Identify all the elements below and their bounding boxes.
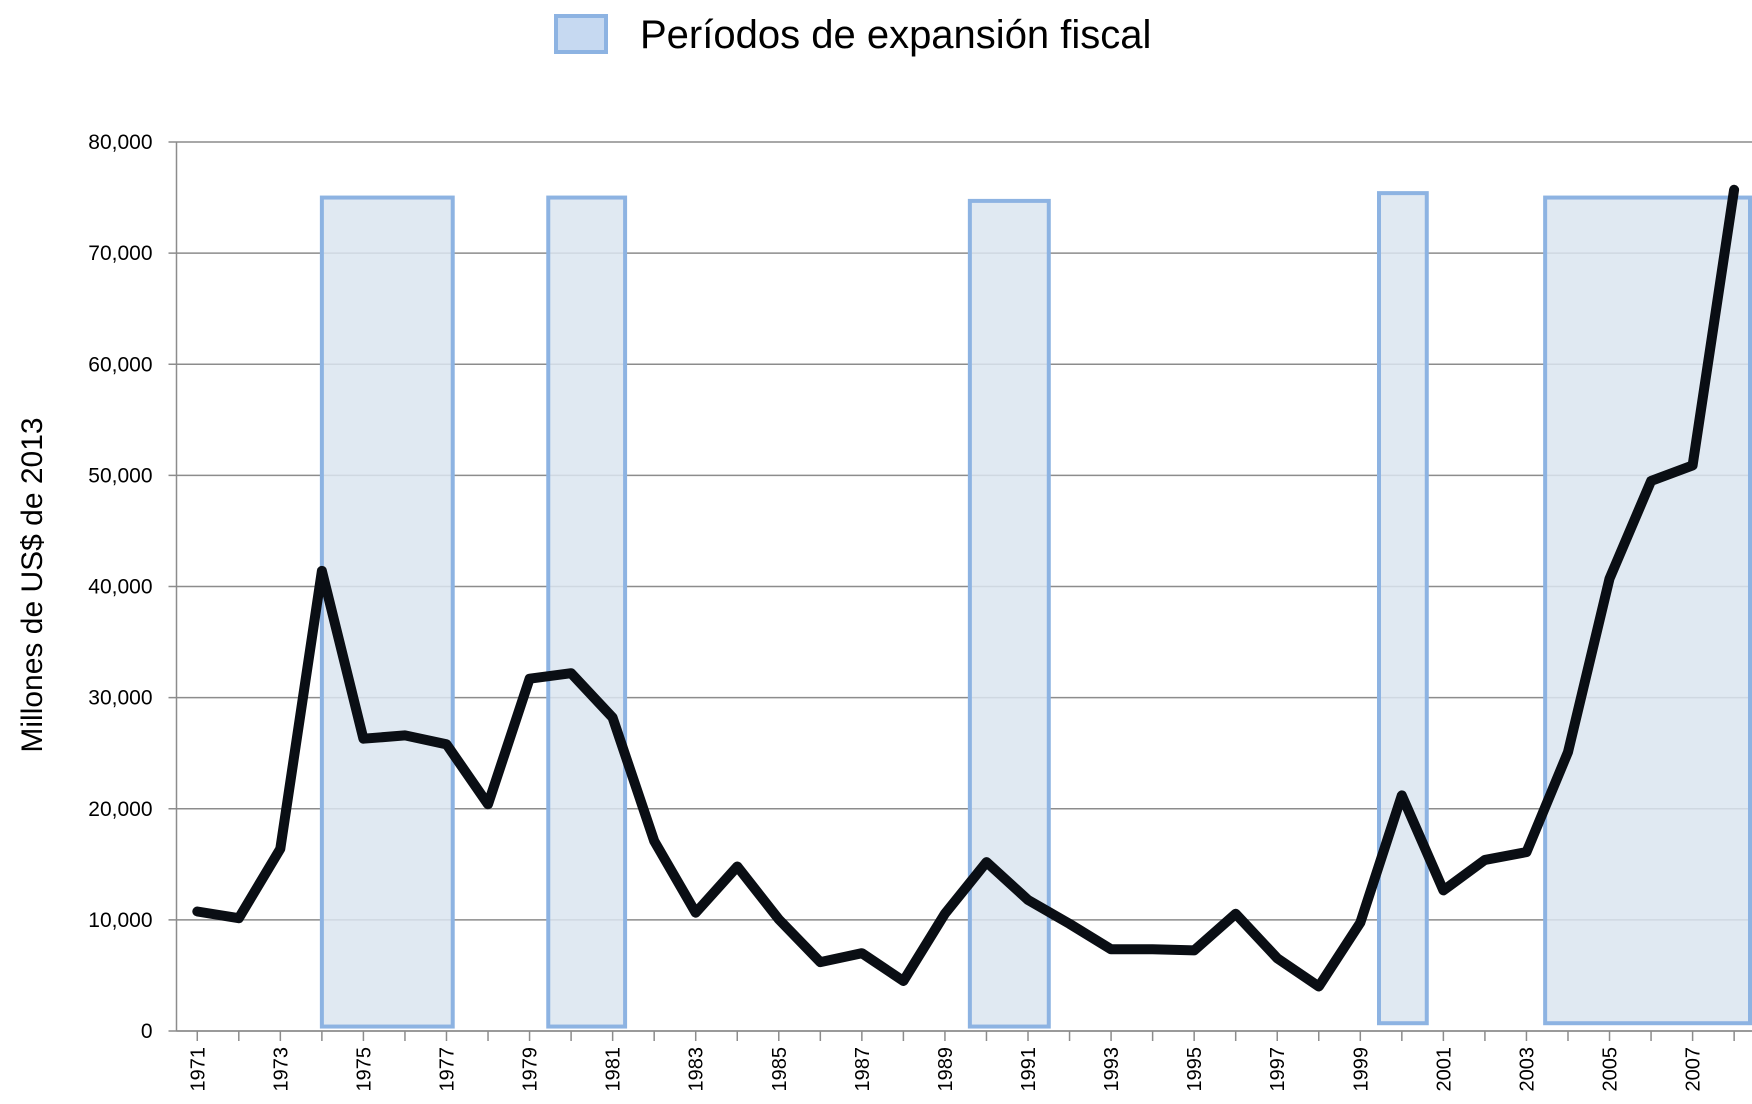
y-tick-label: 20,000	[88, 798, 152, 821]
x-tick-label: 1989	[935, 1047, 957, 1092]
y-tick-label: 80,000	[88, 131, 152, 154]
x-tick-label: 2003	[1516, 1047, 1538, 1092]
x-tick-label: 1999	[1350, 1047, 1372, 1092]
y-tick-label: 10,000	[88, 909, 152, 932]
x-tick-label: 2005	[1600, 1047, 1622, 1092]
x-tick-label: 1979	[520, 1047, 542, 1092]
expansion-period	[319, 195, 455, 1029]
x-tick-label: 2001	[1433, 1047, 1455, 1092]
x-tick-label: 1973	[270, 1047, 292, 1092]
y-axis-label: Millones de US$ de 2013	[16, 417, 49, 752]
legend-label: Períodos de expansión fiscal	[640, 13, 1151, 57]
x-tick-label: 1987	[852, 1047, 874, 1092]
x-tick-label: 1983	[686, 1047, 708, 1092]
y-tick-label: 0	[141, 1020, 153, 1043]
x-tick-label: 1997	[1267, 1047, 1289, 1092]
x-tick-label: 1975	[353, 1047, 375, 1092]
expansion-period	[1376, 191, 1429, 1026]
y-tick-label: 50,000	[88, 464, 152, 487]
y-tick-label: 60,000	[88, 353, 152, 376]
expansion-period	[546, 195, 628, 1029]
data-line	[192, 184, 1740, 992]
x-tick-label: 2007	[1683, 1047, 1705, 1092]
x-tick-label: 1991	[1018, 1047, 1040, 1092]
x-tick-label: 1993	[1101, 1047, 1123, 1092]
y-tick-label: 40,000	[88, 576, 152, 599]
y-tick-label: 70,000	[88, 242, 152, 265]
x-tick-label: 1985	[769, 1047, 791, 1092]
x-tick-label: 1995	[1184, 1047, 1206, 1092]
x-tick-label: 1971	[187, 1047, 209, 1092]
y-tick-label: 30,000	[88, 687, 152, 710]
x-tick-label: 1977	[436, 1047, 458, 1092]
x-tick-label: 1981	[603, 1047, 625, 1092]
legend-swatch	[554, 14, 608, 54]
